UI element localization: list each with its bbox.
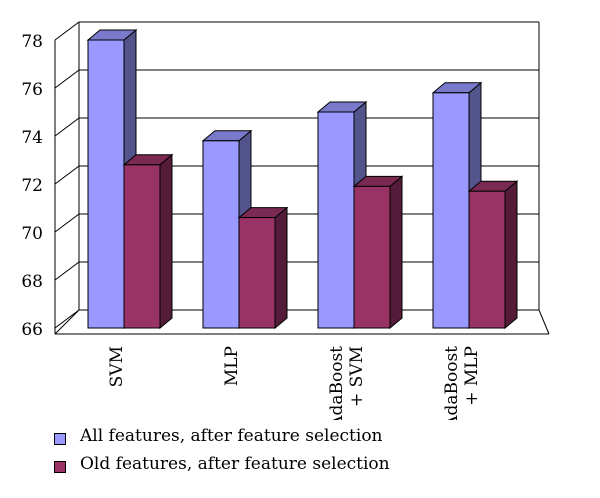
legend-label-old-features: Old features, after feature selection — [80, 454, 390, 474]
side-gridline-78 — [54, 21, 80, 41]
x-tick-label-3-0: AdaBoost — [442, 346, 462, 420]
legend-label-all-features: All features, after feature selection — [80, 426, 383, 446]
side-gridline-76 — [54, 69, 80, 89]
x-tick-label-1-0: MLP — [222, 346, 242, 386]
side-gridline-68 — [54, 261, 80, 281]
x-tick-label-2-0: AdaBoost — [327, 346, 347, 420]
y-tick-label-68: 68 — [21, 272, 43, 292]
side-gridline-72 — [54, 165, 80, 185]
bar-side-1-1 — [274, 206, 288, 330]
y-tick-label-76: 76 — [21, 80, 43, 100]
y-tick-label-72: 72 — [21, 176, 43, 196]
bar-side-2-1 — [389, 175, 403, 330]
bar-1-1 — [238, 217, 276, 329]
x-tick-label-3-1: + MLP — [462, 346, 482, 406]
side-gridline-70 — [54, 213, 80, 233]
bar-side-3-1 — [504, 180, 518, 330]
x-tick-label-2-1: + SVM — [347, 346, 367, 407]
floor-right-edge — [538, 309, 550, 335]
bar-0-0 — [87, 39, 125, 329]
y-tick-label-70: 70 — [21, 224, 43, 244]
bar-0-1 — [123, 164, 161, 329]
floor-left-edge — [54, 309, 80, 335]
side-gridline-74 — [54, 117, 80, 137]
y-tick-label-78: 78 — [21, 32, 43, 52]
bar-side-0-1 — [159, 153, 173, 330]
bar-2-1 — [353, 185, 391, 329]
bar-3-1 — [468, 190, 506, 329]
legend-swatch-all-features — [54, 433, 66, 445]
bar-1-0 — [202, 140, 240, 329]
bar-2-0 — [317, 111, 355, 329]
x-tick-label-0-0: SVM — [107, 346, 127, 387]
side-gridline-66 — [54, 309, 80, 329]
legend-swatch-old-features — [54, 461, 66, 473]
y-tick-label-74: 74 — [21, 128, 43, 148]
bar-3-0 — [432, 92, 470, 329]
y-tick-label-66: 66 — [21, 320, 43, 340]
